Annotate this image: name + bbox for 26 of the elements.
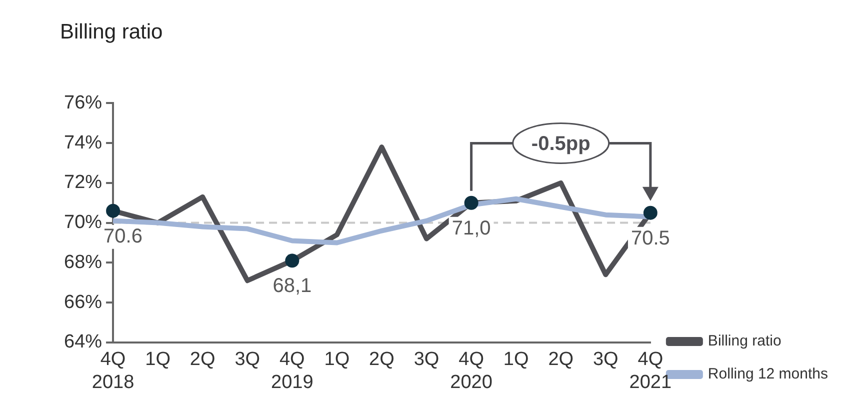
x-tick-label: 3Q bbox=[414, 349, 440, 370]
x-tick-label: 4Q 2019 bbox=[271, 349, 314, 393]
x-tick-label: 2Q bbox=[190, 349, 216, 370]
data-label: 71,0 bbox=[452, 217, 491, 240]
x-tick-label: 2Q bbox=[369, 349, 394, 370]
y-tick-label: 74% bbox=[64, 132, 102, 154]
data-label: 70.5 bbox=[630, 227, 670, 250]
x-tick-label: 4Q 2020 bbox=[450, 349, 492, 393]
x-tick-label: 2Q bbox=[548, 349, 574, 370]
x-tick-label: 1Q bbox=[503, 349, 529, 370]
y-tick-label: 70% bbox=[64, 212, 102, 234]
x-tick-label: 1Q bbox=[145, 349, 170, 370]
y-tick-label: 66% bbox=[64, 292, 102, 313]
legend-label: Rolling 12 months bbox=[708, 366, 828, 383]
legend-label: Billing ratio bbox=[708, 332, 782, 350]
x-tick-label: 1Q bbox=[324, 349, 350, 370]
chart-title: Billing ratio bbox=[60, 20, 163, 44]
x-tick-label: 3Q bbox=[234, 349, 260, 370]
y-tick-label: 68% bbox=[64, 252, 102, 273]
y-tick-label: 76% bbox=[64, 92, 102, 114]
annotation: -0.5pp bbox=[531, 133, 590, 156]
data-label: 68,1 bbox=[272, 275, 312, 298]
y-tick-label: 72% bbox=[64, 172, 102, 194]
data-label: 70.6 bbox=[104, 225, 142, 248]
x-tick-label: 4Q 2021 bbox=[629, 349, 672, 393]
x-tick-label: 3Q bbox=[592, 349, 618, 370]
